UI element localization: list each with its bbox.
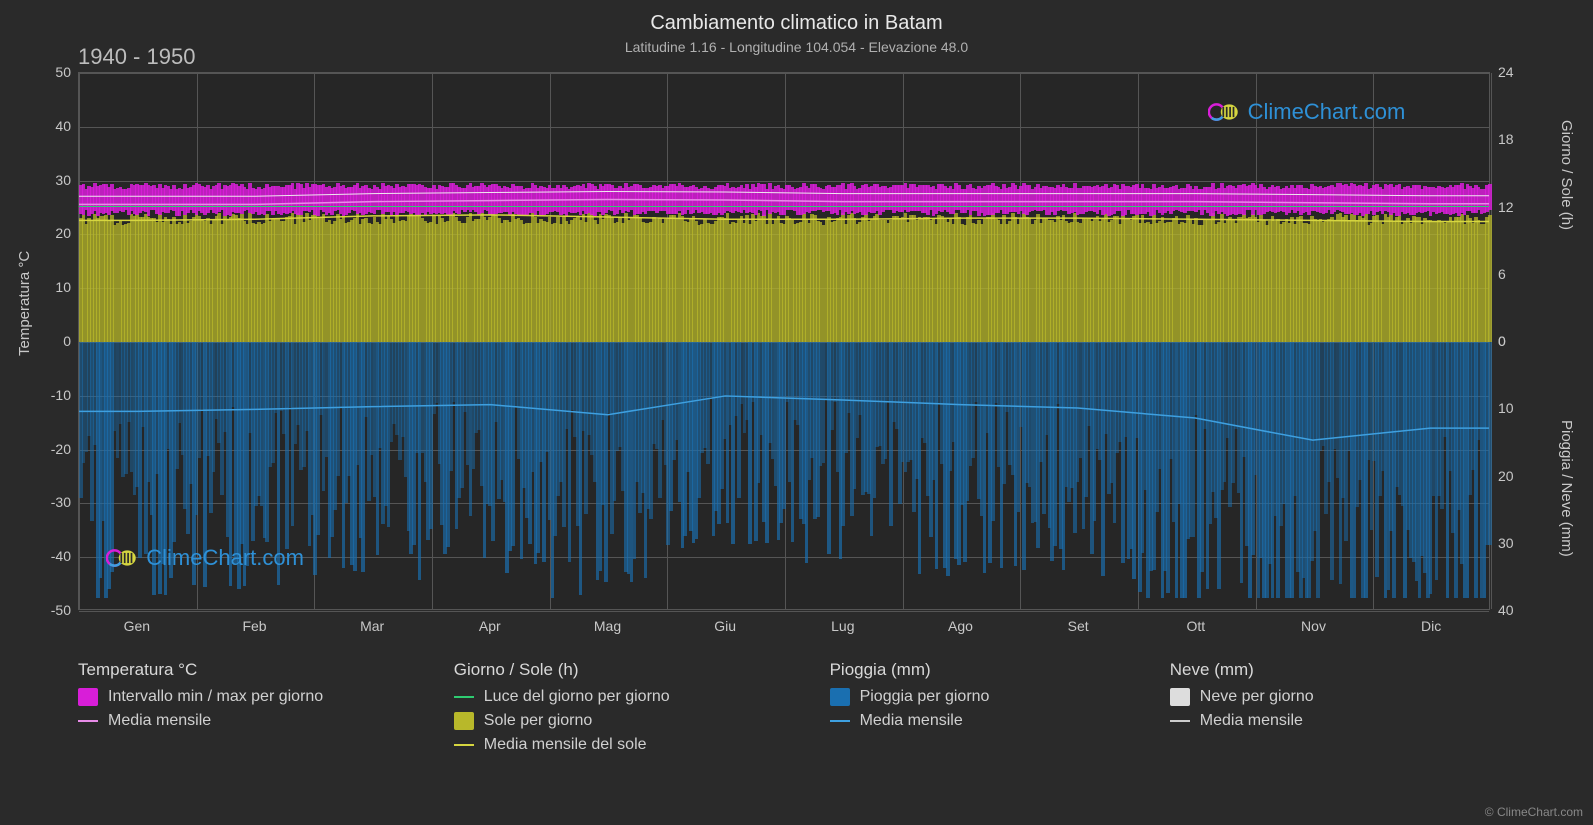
legend-swatch (1170, 688, 1190, 706)
legend-column-title: Neve (mm) (1170, 660, 1490, 680)
plot-area (78, 72, 1490, 610)
period-label: 1940 - 1950 (78, 44, 195, 70)
legend-item: Sole per giorno (454, 712, 810, 730)
y-right-top-tick: 12 (1498, 199, 1514, 215)
legend-item: Media mensile del sole (454, 736, 810, 754)
legend-item: Intervallo min / max per giorno (78, 688, 434, 706)
chart-subtitle: Latitudine 1.16 - Longitudine 104.054 - … (0, 35, 1593, 55)
watermark-text: ClimeChart.com (146, 545, 304, 571)
legend-column-title: Temperatura °C (78, 660, 434, 680)
y-right-top-tick: 18 (1498, 131, 1514, 147)
legend-column: Neve (mm) Neve per giorno Media mensile (1170, 660, 1490, 760)
legend-item: Media mensile (78, 712, 434, 730)
y-left-tick: 30 (31, 172, 71, 188)
y-left-tick: -20 (31, 441, 71, 457)
y-left-tick: -10 (31, 387, 71, 403)
legend-label: Pioggia per giorno (860, 688, 990, 706)
legend-column: Pioggia (mm) Pioggia per giorno Media mens… (830, 660, 1150, 760)
y-right-bottom-tick: 40 (1498, 602, 1514, 618)
y-left-tick: 0 (31, 333, 71, 349)
climechart-icon (1208, 99, 1242, 125)
y-left-tick: -30 (31, 494, 71, 510)
x-month-tick: Feb (242, 618, 266, 634)
watermark-text: ClimeChart.com (1248, 99, 1406, 125)
climechart-icon (106, 545, 140, 571)
y-right-top-tick: 24 (1498, 64, 1514, 80)
watermark-logo: ClimeChart.com (106, 545, 304, 571)
y-right-bottom-tick: 10 (1498, 400, 1514, 416)
legend-column-title: Pioggia (mm) (830, 660, 1150, 680)
x-month-tick: Apr (479, 618, 501, 634)
x-month-tick: Dic (1421, 618, 1441, 634)
legend-swatch (1170, 720, 1190, 722)
legend-column-title: Giorno / Sole (h) (454, 660, 810, 680)
chart-title: Cambiamento climatico in Batam (0, 0, 1593, 35)
legend-swatch (830, 720, 850, 722)
legend-item: Pioggia per giorno (830, 688, 1150, 706)
legend-swatch (78, 720, 98, 722)
legend-label: Luce del giorno per giorno (484, 688, 670, 706)
y-left-tick: 10 (31, 279, 71, 295)
x-month-tick: Mar (360, 618, 384, 634)
legend-swatch (454, 696, 474, 698)
x-month-tick: Set (1068, 618, 1089, 634)
legend-item: Neve per giorno (1170, 688, 1490, 706)
legend-swatch (830, 688, 850, 706)
legend-label: Neve per giorno (1200, 688, 1314, 706)
legend-item: Media mensile (830, 712, 1150, 730)
y-left-tick: 40 (31, 118, 71, 134)
watermark-logo: ClimeChart.com (1208, 99, 1406, 125)
y-right-bottom-tick: 20 (1498, 468, 1514, 484)
y-axis-right-bottom-label: Pioggia / Neve (mm) (1558, 420, 1575, 557)
x-month-tick: Ott (1186, 618, 1205, 634)
legend-label: Media mensile (1200, 712, 1303, 730)
legend-item: Luce del giorno per giorno (454, 688, 810, 706)
legend-column: Temperatura °C Intervallo min / max per g… (78, 660, 434, 760)
x-month-tick: Nov (1301, 618, 1326, 634)
y-right-bottom-tick: 30 (1498, 535, 1514, 551)
legend-column: Giorno / Sole (h) Luce del giorno per gio… (454, 660, 810, 760)
y-left-tick: 50 (31, 64, 71, 80)
x-month-tick: Mag (594, 618, 621, 634)
y-left-tick: -50 (31, 602, 71, 618)
legend-item: Media mensile (1170, 712, 1490, 730)
y-left-tick: -40 (31, 548, 71, 564)
y-right-bottom-tick: 0 (1498, 333, 1506, 349)
x-month-tick: Giu (714, 618, 736, 634)
legend-label: Media mensile del sole (484, 736, 647, 754)
x-month-tick: Ago (948, 618, 973, 634)
x-month-tick: Gen (124, 618, 150, 634)
y-right-top-tick: 6 (1498, 266, 1506, 282)
legend-label: Media mensile (860, 712, 963, 730)
copyright-text: © ClimeChart.com (1485, 805, 1583, 819)
legend-label: Intervallo min / max per giorno (108, 688, 323, 706)
legend-swatch (454, 744, 474, 746)
y-left-tick: 20 (31, 225, 71, 241)
y-axis-right-top-label: Giorno / Sole (h) (1558, 120, 1575, 230)
x-month-tick: Lug (831, 618, 854, 634)
legend-swatch (454, 712, 474, 730)
legend-area: Temperatura °C Intervallo min / max per g… (78, 660, 1490, 760)
legend-label: Sole per giorno (484, 712, 593, 730)
legend-label: Media mensile (108, 712, 211, 730)
legend-swatch (78, 688, 98, 706)
